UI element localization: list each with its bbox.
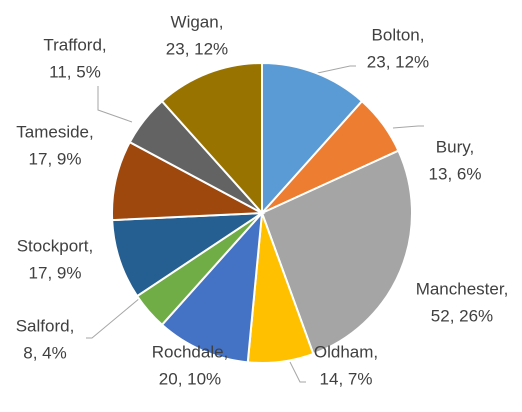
- pie-slice: [260, 149, 413, 356]
- leader-line: [86, 297, 141, 339]
- leader-line: [97, 86, 133, 123]
- data-label-category: Bolton,: [372, 25, 425, 44]
- leader-line: [289, 361, 306, 383]
- data-label-category: Oldham,: [314, 342, 378, 361]
- data-label-value: 23, 12%: [166, 39, 228, 58]
- leader-line: [312, 65, 356, 75]
- data-label-category: Stockport,: [17, 236, 94, 255]
- data-label-value: 8, 4%: [23, 343, 66, 362]
- data-label-category: Manchester,: [416, 279, 509, 298]
- pie-slice: [261, 61, 364, 216]
- data-label-value: 20, 10%: [159, 369, 221, 388]
- data-label-value: 14, 7%: [320, 369, 373, 388]
- leader-line: [392, 125, 424, 129]
- data-label-category: Trafford,: [43, 35, 106, 54]
- data-label-category: Wigan,: [171, 12, 224, 31]
- data-label-category: Salford,: [16, 316, 75, 335]
- data-label-value: 17, 9%: [29, 263, 82, 282]
- data-label-category: Tameside,: [16, 122, 93, 141]
- data-label-category: Rochdale,: [152, 342, 229, 361]
- pie-slice: [160, 210, 264, 364]
- data-label-value: 23, 12%: [367, 52, 429, 71]
- data-label-value: 13, 6%: [429, 164, 482, 183]
- data-label-value: 17, 9%: [29, 149, 82, 168]
- data-label-value: 52, 26%: [431, 306, 493, 325]
- data-label-category: Bury,: [436, 137, 474, 156]
- pie-slice: [160, 61, 263, 216]
- data-label-value: 11, 5%: [49, 62, 101, 81]
